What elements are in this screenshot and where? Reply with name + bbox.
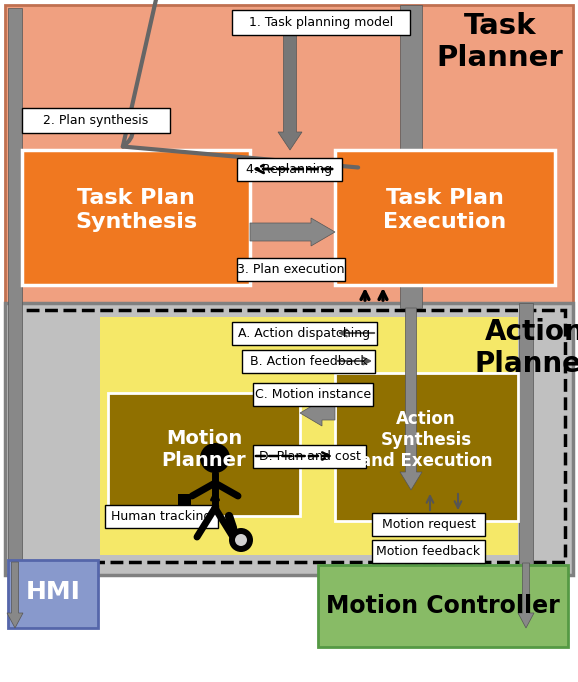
Bar	[237, 258, 345, 281]
Text: Action
Synthesis
and Execution: Action Synthesis and Execution	[360, 410, 492, 470]
Bar	[335, 373, 518, 521]
Bar	[5, 5, 573, 303]
Bar	[242, 350, 375, 373]
Bar	[253, 383, 373, 406]
Bar	[18, 310, 565, 562]
Text: Task Plan
Execution: Task Plan Execution	[383, 188, 507, 232]
Text: HMI: HMI	[25, 580, 80, 604]
Bar	[253, 445, 366, 468]
Text: 1. Task planning model: 1. Task planning model	[249, 16, 393, 29]
Bar	[318, 565, 568, 647]
Text: D. Plan and cost: D. Plan and cost	[258, 450, 361, 463]
Bar	[22, 108, 170, 133]
Text: Motion feedback: Motion feedback	[376, 545, 480, 558]
Polygon shape	[7, 562, 23, 628]
Bar	[108, 393, 300, 516]
Text: B. Action feedback: B. Action feedback	[250, 355, 367, 368]
Bar	[237, 158, 342, 181]
Bar	[335, 150, 555, 285]
Bar	[22, 150, 250, 285]
Bar	[8, 8, 22, 566]
Bar	[372, 540, 485, 563]
Text: 2. Plan synthesis: 2. Plan synthesis	[43, 114, 149, 127]
Polygon shape	[278, 35, 302, 150]
Text: Action
Planner: Action Planner	[475, 318, 578, 379]
Text: Motion request: Motion request	[381, 518, 476, 531]
Bar	[8, 560, 98, 628]
Bar	[372, 513, 485, 536]
FancyArrowPatch shape	[120, 0, 358, 168]
Text: Task
Planner: Task Planner	[436, 12, 564, 72]
Bar	[519, 303, 533, 568]
Circle shape	[200, 443, 230, 473]
Bar	[100, 317, 518, 555]
Text: Task Plan
Synthesis: Task Plan Synthesis	[75, 188, 197, 232]
Polygon shape	[300, 400, 335, 426]
Text: A. Action dispatching: A. Action dispatching	[239, 327, 370, 340]
Bar	[5, 303, 573, 575]
Polygon shape	[400, 308, 422, 490]
Polygon shape	[518, 563, 534, 628]
Text: 4. Replanning: 4. Replanning	[246, 163, 332, 176]
Circle shape	[235, 534, 247, 546]
Text: C. Motion instance: C. Motion instance	[255, 388, 371, 401]
Polygon shape	[250, 218, 335, 246]
Bar	[400, 5, 422, 308]
Bar	[105, 505, 218, 528]
Bar	[232, 10, 410, 35]
Text: Motion Controller: Motion Controller	[326, 594, 560, 618]
Text: 3. Plan execution: 3. Plan execution	[237, 263, 344, 276]
Bar	[232, 322, 377, 345]
Bar	[178, 494, 191, 505]
Circle shape	[229, 528, 253, 552]
Text: Human tracking: Human tracking	[112, 510, 212, 523]
Text: Motion
Planner: Motion Planner	[162, 430, 246, 471]
